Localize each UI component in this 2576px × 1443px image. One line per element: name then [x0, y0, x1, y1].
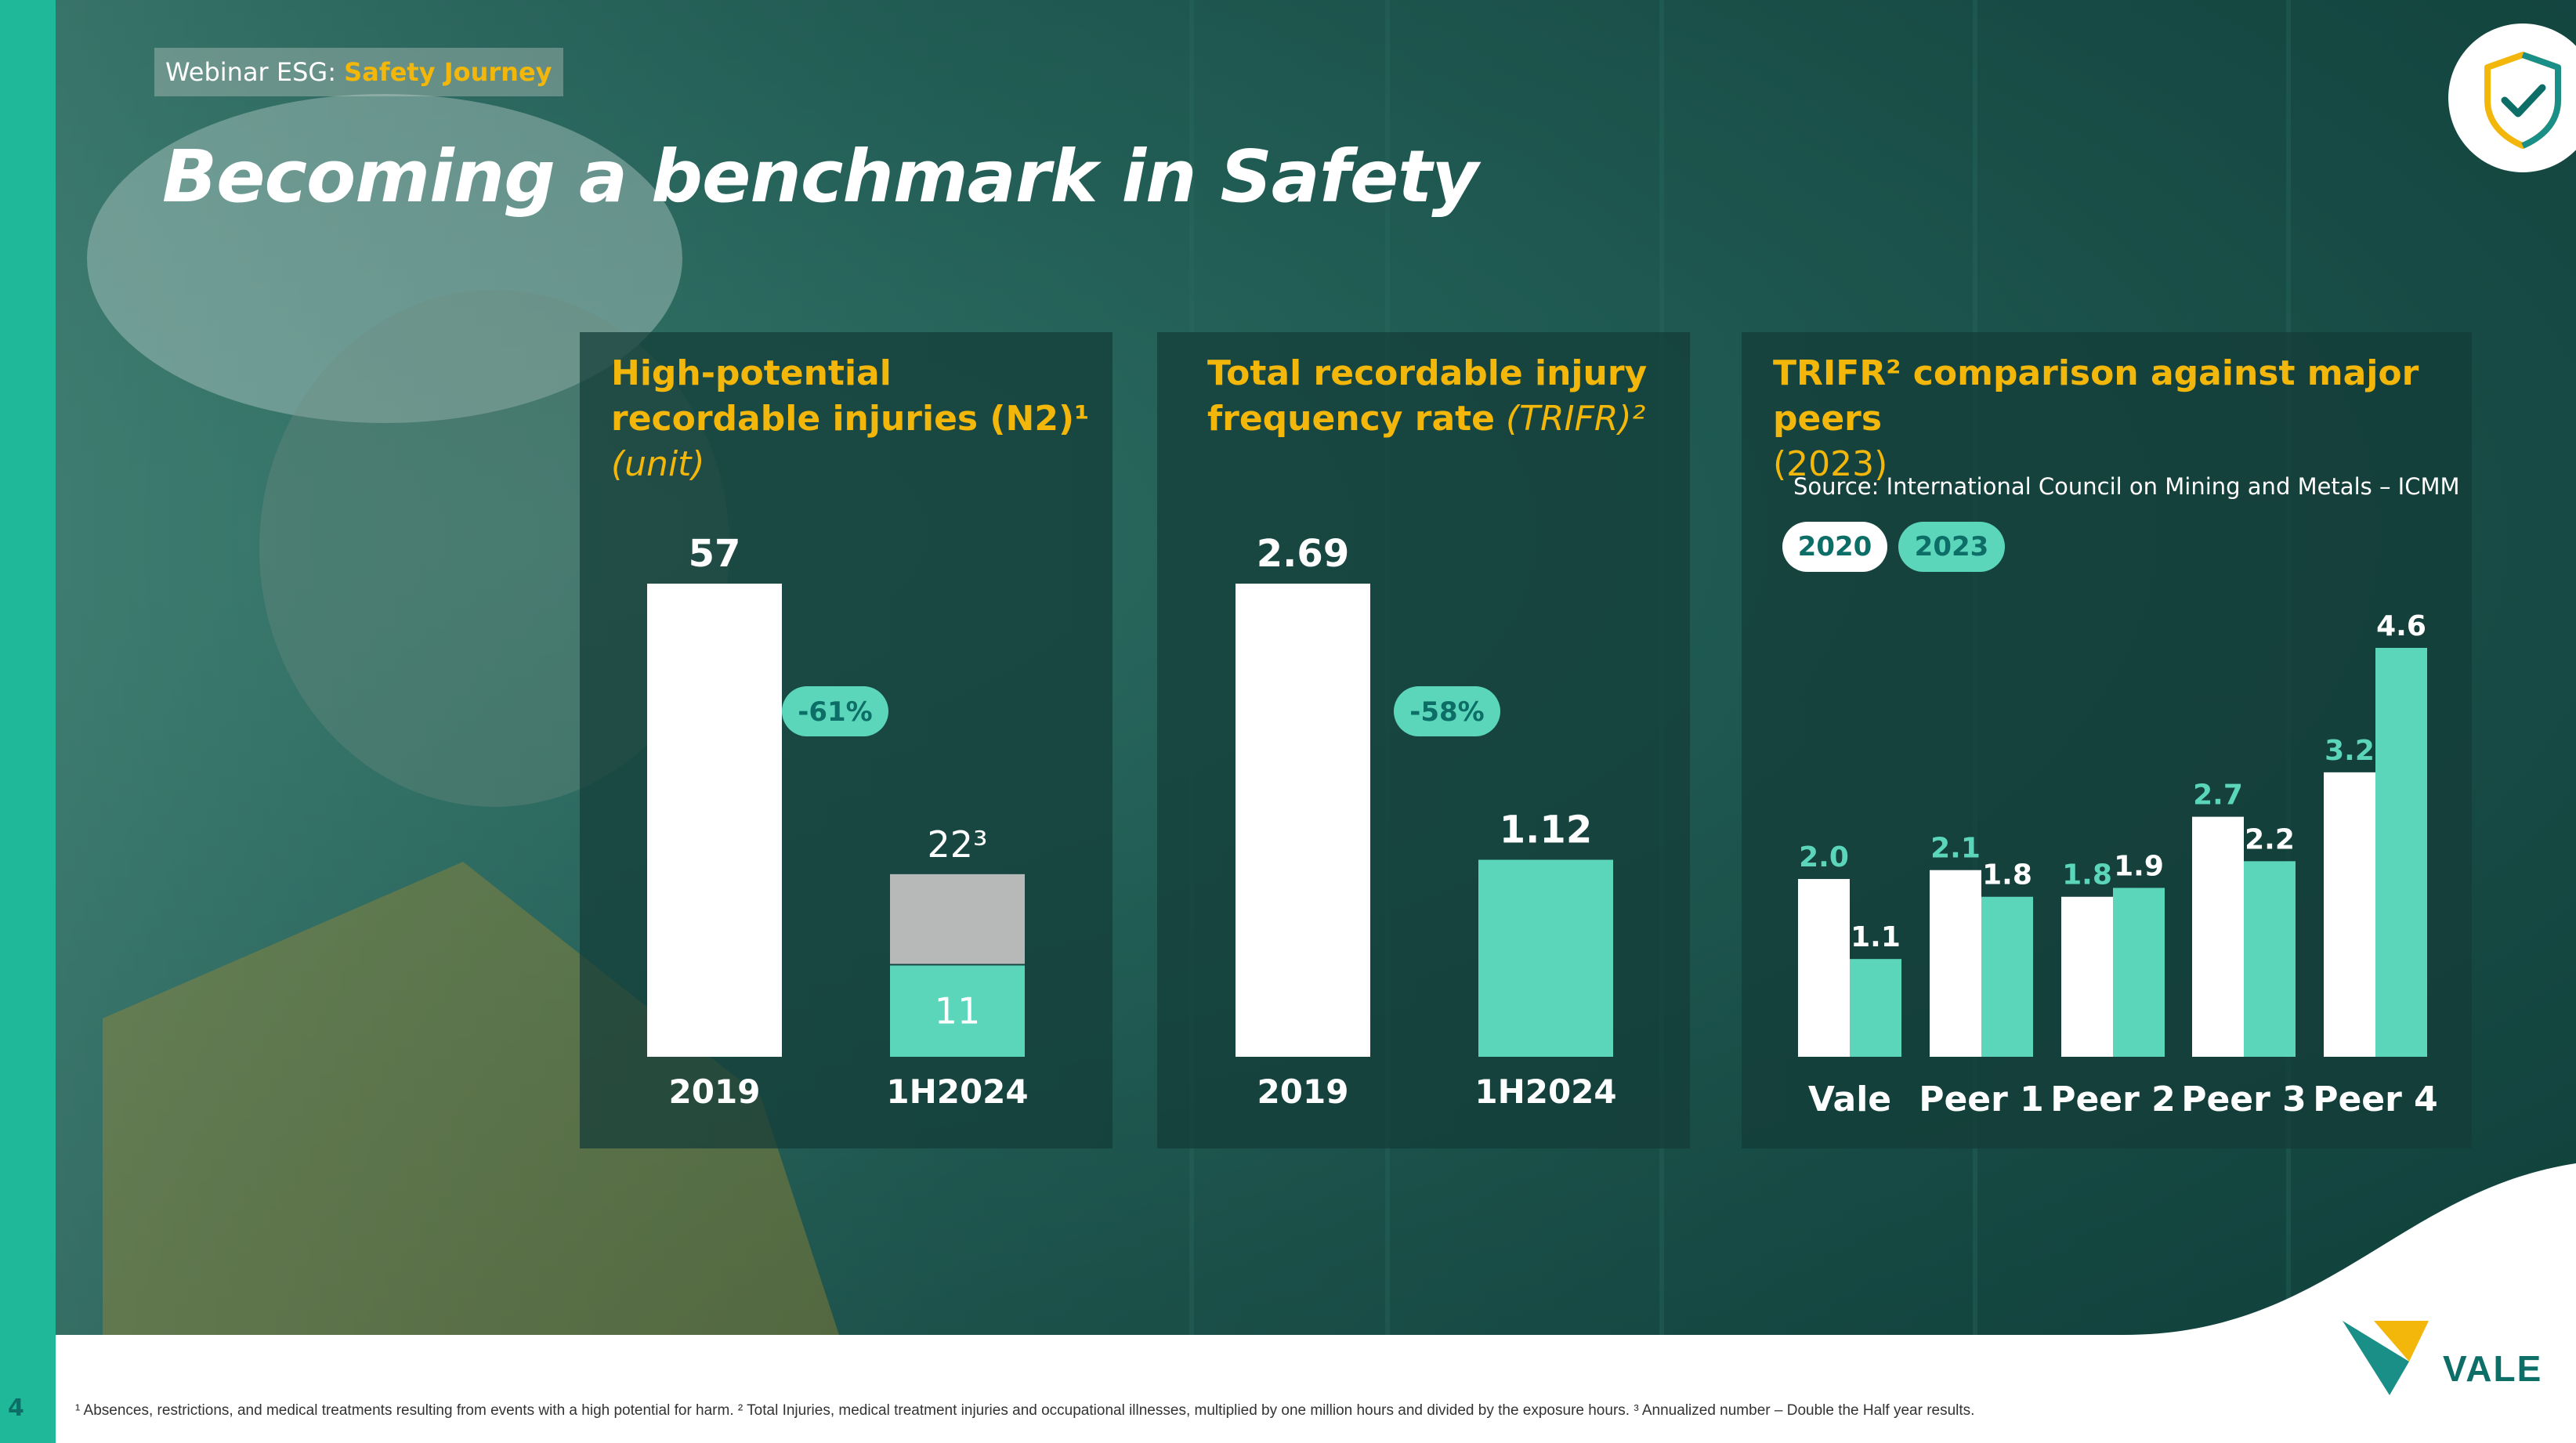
- value-label-2019: 2.69: [1257, 532, 1349, 576]
- vale-logo-icon: [2343, 1321, 2429, 1395]
- panel1-title: High-potential recordable injuries (N2)¹…: [611, 351, 1097, 487]
- bar-peer-3-2020: [2192, 816, 2244, 1057]
- bar-1h2024: [1478, 859, 1613, 1057]
- panel2-title-main: Total recordable injury frequency rate: [1207, 353, 1648, 439]
- value-label-vale-2023: 1.1: [1851, 921, 1901, 953]
- value-label-peer-4-2023: 4.6: [2376, 610, 2426, 642]
- panel-n2-injuries: High-potential recordable injuries (N2)¹…: [580, 332, 1113, 1148]
- x-label-vale: Vale: [1808, 1080, 1891, 1119]
- bar-peer-1-2020: [1930, 870, 1981, 1057]
- inner-label-1h2024: 11: [935, 990, 981, 1033]
- bar-peer-3-2023: [2244, 861, 2296, 1057]
- panel3-title-year: (2023): [1773, 444, 1888, 484]
- panel-trifr: Total recordable injury frequency rate (…: [1157, 332, 1690, 1148]
- n2-bar-chart: 57 2019 11 22³ 1H2024 -61%: [647, 532, 1029, 1111]
- panel2-title: Total recordable injury frequency rate (…: [1207, 351, 1677, 442]
- bar-peer-4-2023: [2375, 648, 2427, 1057]
- x-label-1h2024: 1H2024: [1474, 1072, 1616, 1111]
- x-label-peer-3: Peer 3: [2181, 1080, 2306, 1119]
- change-label: -58%: [1409, 696, 1485, 728]
- bar-2019: [647, 584, 782, 1057]
- bar-peer-2-2020: [2061, 896, 2113, 1057]
- bar-2019: [1236, 584, 1370, 1057]
- value-label-peer-3-2020: 2.7: [2193, 779, 2243, 812]
- value-label-1h2024: 1.12: [1500, 808, 1592, 852]
- left-accent-bar: [0, 0, 56, 1443]
- value-label-peer-2-2020: 1.8: [2062, 859, 2112, 891]
- change-pill: [782, 686, 888, 736]
- x-label-peer-1: Peer 1: [1919, 1080, 2044, 1119]
- x-label-peer-2: Peer 2: [2050, 1080, 2176, 1119]
- footnote: ¹ Absences, restrictions, and medical tr…: [75, 1402, 1975, 1419]
- panel3-title: TRIFR² comparison against major peers (20…: [1773, 351, 2462, 487]
- value-label-vale-2020: 2.0: [1799, 841, 1849, 873]
- value-label-peer-1-2020: 2.1: [1930, 833, 1981, 865]
- bar-peer-1-2023: [1981, 896, 2033, 1057]
- change-pill: [1394, 686, 1500, 736]
- x-label-2019: 2019: [1257, 1072, 1349, 1111]
- bar-vale-2020: [1798, 879, 1850, 1057]
- value-label-peer-3-2023: 2.2: [2245, 823, 2295, 855]
- badge-highlight: Safety Journey: [344, 57, 552, 87]
- legend-2023: 2023: [1898, 522, 2005, 572]
- value-label-1h2024: 22³: [928, 823, 988, 866]
- badge-prefix: Webinar ESG:: [165, 57, 345, 87]
- panel-peer-comparison: TRIFR² comparison against major peers (20…: [1742, 332, 2472, 1148]
- source-note: Source: International Council on Mining …: [1793, 473, 2460, 500]
- value-label-peer-1-2023: 1.8: [1982, 859, 2032, 891]
- panel1-title-main: High-potential recordable injuries (N2)¹: [611, 353, 1090, 439]
- bar-1h2024-annualized: [890, 873, 1025, 964]
- legend-2020: 2020: [1782, 522, 1887, 572]
- webinar-badge: Webinar ESG: Safety Journey: [154, 48, 563, 96]
- panel3-title-main: TRIFR² comparison against major peers: [1773, 353, 2419, 439]
- value-label-peer-2-2023: 1.9: [2114, 850, 2164, 882]
- bar-vale-2023: [1850, 959, 1901, 1057]
- page-number: 4: [8, 1394, 24, 1422]
- value-label-2019: 57: [689, 532, 741, 576]
- panel2-title-unit: (TRIFR)²: [1495, 399, 1646, 439]
- trifr-bar-chart: 2.69 2019 1.12 1H2024 -58%: [1236, 532, 1617, 1111]
- page-title: Becoming a benchmark in Safety: [162, 135, 1478, 219]
- vale-wordmark: VALE: [2443, 1348, 2543, 1389]
- panel1-title-unit: (unit): [611, 444, 705, 484]
- change-label: -61%: [798, 696, 873, 728]
- value-label-peer-4-2020: 3.2: [2325, 735, 2375, 767]
- x-label-peer-4: Peer 4: [2313, 1080, 2438, 1119]
- bar-peer-2-2023: [2113, 888, 2165, 1057]
- x-label-2019: 2019: [669, 1072, 761, 1111]
- bar-1h2024-actual: [890, 965, 1025, 1057]
- bar-peer-4-2020: [2324, 772, 2375, 1057]
- shield-check-icon: [2484, 52, 2561, 149]
- hero-background: Webinar ESG: Safety Journey Becoming a b…: [56, 0, 2576, 1335]
- shield-badge: [2448, 24, 2576, 172]
- x-label-1h2024: 1H2024: [886, 1072, 1028, 1111]
